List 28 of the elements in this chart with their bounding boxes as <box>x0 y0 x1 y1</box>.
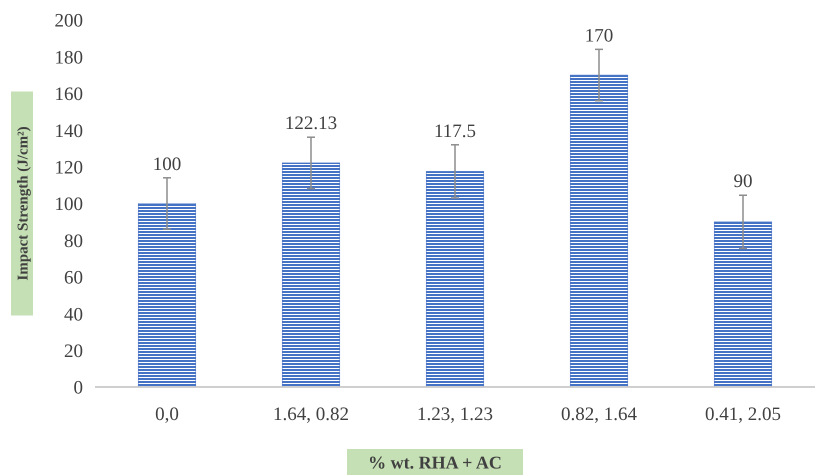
data-label: 170 <box>584 25 614 46</box>
bar <box>138 203 196 388</box>
y-tick-label: 20 <box>64 340 83 362</box>
x-tick-label: 1.23, 1.23 <box>417 404 493 425</box>
bar <box>714 222 772 388</box>
x-tick-label: 1.64, 0.82 <box>273 404 349 425</box>
bar <box>282 162 340 388</box>
y-tick-label: 200 <box>54 10 83 32</box>
y-tick-label: 140 <box>54 120 83 142</box>
x-tick-label: 0,0 <box>155 404 179 425</box>
y-tick-label: 40 <box>64 304 83 326</box>
y-axis-title: Impact Strength (J/cm²) <box>15 126 32 281</box>
bar <box>570 74 628 388</box>
bar <box>426 171 484 388</box>
y-tick-label: 100 <box>54 194 83 216</box>
data-label: 122.13 <box>284 113 338 134</box>
y-tick-label: 180 <box>54 47 83 68</box>
y-tick-label: 80 <box>64 230 83 252</box>
x-axis-title: % wt. RHA + AC <box>368 452 502 472</box>
data-label: 100 <box>152 154 182 175</box>
data-label: 117.5 <box>434 120 476 142</box>
x-tick-label: 0.82, 1.64 <box>561 404 638 425</box>
y-tick-label: 0 <box>74 378 83 399</box>
y-tick-label: 160 <box>54 84 83 106</box>
y-tick-label: 60 <box>64 268 83 289</box>
y-tick-label: 120 <box>54 157 83 178</box>
x-tick-label: 0.41, 2.05 <box>705 404 781 425</box>
data-label: 90 <box>734 171 752 192</box>
